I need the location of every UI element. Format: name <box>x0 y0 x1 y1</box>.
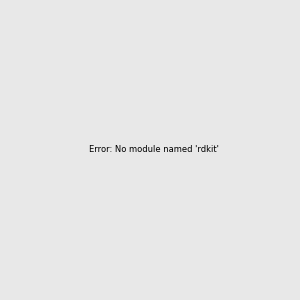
Text: Error: No module named 'rdkit': Error: No module named 'rdkit' <box>89 145 219 154</box>
